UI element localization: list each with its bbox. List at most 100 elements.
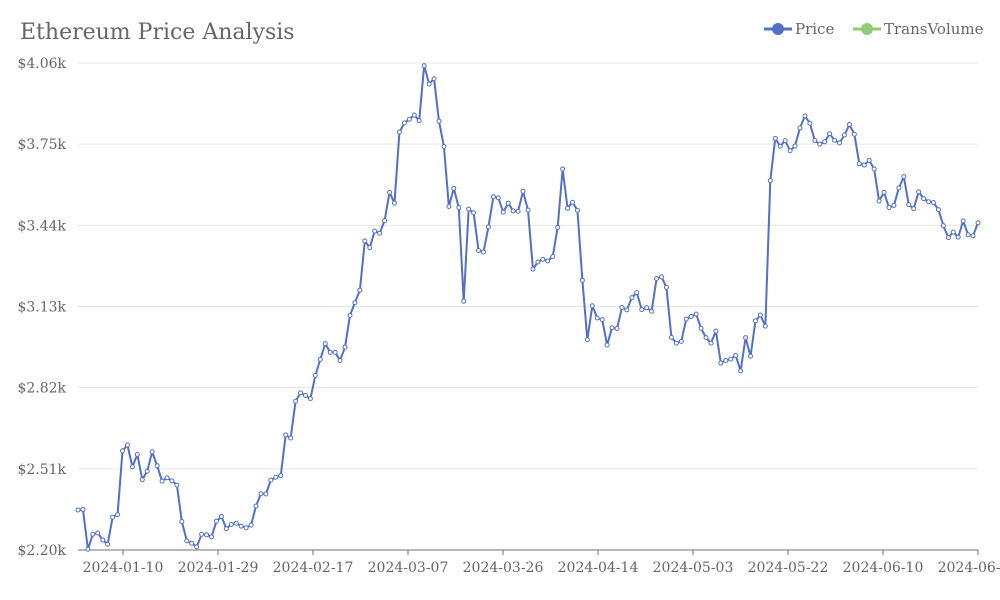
price-point[interactable] <box>396 129 402 135</box>
price-point[interactable] <box>342 344 348 350</box>
price-point[interactable] <box>901 174 907 180</box>
price-point[interactable] <box>654 275 660 281</box>
price-point[interactable] <box>916 189 922 195</box>
price-point[interactable] <box>283 432 289 438</box>
price-point[interactable] <box>728 356 734 362</box>
price-point[interactable] <box>812 138 818 143</box>
price-point[interactable] <box>367 245 373 251</box>
price-point[interactable] <box>189 540 195 546</box>
price-point[interactable] <box>312 372 318 378</box>
price-point[interactable] <box>624 307 630 313</box>
price-point[interactable] <box>520 188 526 194</box>
price-point[interactable] <box>921 196 927 202</box>
price-point[interactable] <box>871 166 877 172</box>
price-point[interactable] <box>846 122 852 128</box>
price-point[interactable] <box>139 477 145 483</box>
legend-item-transvolume[interactable]: TransVolume <box>853 20 984 38</box>
price-point[interactable] <box>545 258 551 264</box>
price-point[interactable] <box>584 337 590 343</box>
price-point[interactable] <box>861 162 867 168</box>
price-point[interactable] <box>500 209 506 215</box>
price-point[interactable] <box>604 342 610 348</box>
price-point[interactable] <box>293 398 299 404</box>
price-point[interactable] <box>510 208 516 214</box>
price-point[interactable] <box>115 512 121 518</box>
price-point[interactable] <box>471 210 477 216</box>
price-point[interactable] <box>174 482 180 488</box>
price-point[interactable] <box>253 503 259 509</box>
price-point[interactable] <box>204 532 210 538</box>
legend[interactable]: Price TransVolume <box>764 20 984 38</box>
price-point[interactable] <box>258 491 264 497</box>
price-point[interactable] <box>748 353 754 359</box>
price-point[interactable] <box>456 205 462 211</box>
price-point[interactable] <box>693 311 699 317</box>
price-point[interactable] <box>327 349 333 355</box>
price-point[interactable] <box>822 139 828 145</box>
price-point[interactable] <box>317 356 323 362</box>
price-point[interactable] <box>589 303 595 309</box>
price-point[interactable] <box>970 233 976 239</box>
price-point[interactable] <box>154 463 160 469</box>
price-point[interactable] <box>940 223 946 229</box>
price-point[interactable] <box>881 189 887 195</box>
price-point[interactable] <box>837 140 843 146</box>
price-point[interactable] <box>100 537 106 543</box>
price-point[interactable] <box>233 520 239 526</box>
price-point[interactable] <box>490 194 496 200</box>
price-point[interactable] <box>120 448 126 454</box>
price-point[interactable] <box>110 514 116 520</box>
price-point[interactable] <box>668 334 674 340</box>
price-point[interactable] <box>797 125 803 131</box>
price-point[interactable] <box>841 132 847 138</box>
price-point[interactable] <box>782 138 788 144</box>
price-point[interactable] <box>362 238 368 244</box>
price-point[interactable] <box>95 530 101 536</box>
price-point[interactable] <box>649 308 655 314</box>
price-point[interactable] <box>451 185 457 191</box>
price-point[interactable] <box>926 199 932 205</box>
price-point[interactable] <box>698 325 704 331</box>
price-point[interactable] <box>555 224 561 230</box>
price-point[interactable] <box>179 518 185 524</box>
price-point[interactable] <box>426 81 432 87</box>
price-point[interactable] <box>80 506 86 512</box>
price-point[interactable] <box>134 451 140 457</box>
price-point[interactable] <box>663 284 669 290</box>
price-point[interactable] <box>851 131 857 137</box>
price-point[interactable] <box>268 477 274 483</box>
price-point[interactable] <box>639 307 645 313</box>
price-point[interactable] <box>169 478 175 484</box>
price-point[interactable] <box>159 478 165 484</box>
price-point[interactable] <box>505 200 511 206</box>
price-point[interactable] <box>436 118 442 124</box>
price-point[interactable] <box>659 274 665 280</box>
price-point[interactable] <box>866 157 872 163</box>
price-point[interactable] <box>431 76 437 82</box>
price-point[interactable] <box>411 112 417 118</box>
price-point[interactable] <box>629 295 635 301</box>
price-point[interactable] <box>218 513 224 519</box>
price-point[interactable] <box>476 247 482 253</box>
price-point[interactable] <box>357 287 363 293</box>
price-point[interactable] <box>352 300 358 306</box>
price-point[interactable] <box>579 277 585 283</box>
price-point[interactable] <box>708 340 714 346</box>
price-point[interactable] <box>372 228 378 234</box>
price-point[interactable] <box>703 335 709 341</box>
price-point[interactable] <box>574 207 580 213</box>
price-point[interactable] <box>530 266 536 272</box>
price-point[interactable] <box>856 161 862 167</box>
price-point[interactable] <box>391 200 397 206</box>
price-point[interactable] <box>767 178 773 184</box>
price-point[interactable] <box>817 141 823 147</box>
legend-item-price[interactable]: Price <box>764 20 834 38</box>
price-point[interactable] <box>683 316 689 322</box>
price-point[interactable] <box>832 137 838 143</box>
price-point[interactable] <box>594 315 600 321</box>
price-point[interactable] <box>199 531 205 537</box>
price-point[interactable] <box>678 338 684 344</box>
price-point[interactable] <box>238 523 244 529</box>
price-point[interactable] <box>228 521 234 527</box>
price-point[interactable] <box>401 120 407 126</box>
